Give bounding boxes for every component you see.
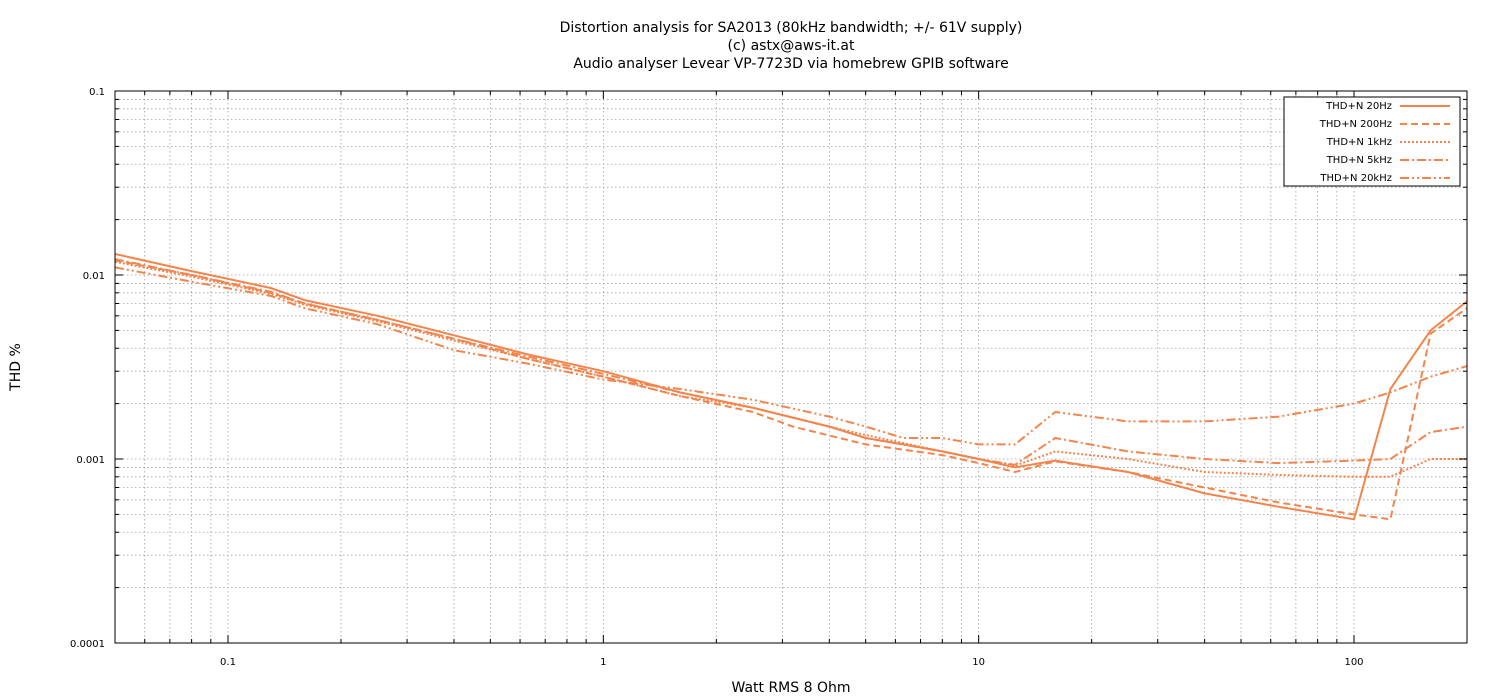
y-tick-label: 0.1: [89, 87, 105, 98]
legend: THD+N 20Hz THD+N 200Hz THD+N 1kHz THD+N 5kH…: [1283, 96, 1461, 187]
series-line-3: [114, 260, 1467, 478]
title-line-3: Audio analyser Levear VP-7723D via homeb…: [573, 56, 1008, 72]
series-line-4: [114, 258, 1468, 466]
series-line-1: [114, 253, 1468, 521]
series-line-5: [114, 266, 1468, 446]
legend-box: [1283, 96, 1461, 187]
y-tick-label: 0.01: [83, 271, 105, 282]
legend-label: THD+N 5kHz: [1326, 155, 1392, 166]
legend-label: THD+N 1kHz: [1326, 137, 1392, 148]
y-tick-label: 0.0001: [70, 639, 105, 650]
x-tick-label: 100: [1344, 657, 1363, 668]
title-line-1: Distortion analysis for SA2013 (80kHz ba…: [560, 20, 1023, 36]
legend-label: THD+N 200Hz: [1319, 119, 1392, 130]
plot-frame: [114, 90, 1468, 644]
series-lines: [114, 253, 1468, 521]
axis-ticks: 0.1 1 10 100 0.1 0.01 0.001 0.0001: [70, 87, 1468, 668]
chart-title: Distortion analysis for SA2013 (80kHz ba…: [560, 20, 1023, 72]
series-line-2: [114, 259, 1468, 521]
x-tick-label: 1: [600, 657, 606, 668]
y-axis-label: THD %: [8, 343, 24, 392]
y-tick-label: 0.001: [76, 455, 105, 466]
x-axis-label: Watt RMS 8 Ohm: [732, 680, 851, 696]
legend-label: THD+N 20Hz: [1325, 101, 1392, 112]
grid: [114, 90, 1468, 644]
title-line-2: (c) astx@aws-it.at: [728, 38, 856, 54]
x-tick-label: 0.1: [220, 657, 236, 668]
legend-label: THD+N 20kHz: [1319, 173, 1392, 184]
x-tick-label: 10: [972, 657, 985, 668]
